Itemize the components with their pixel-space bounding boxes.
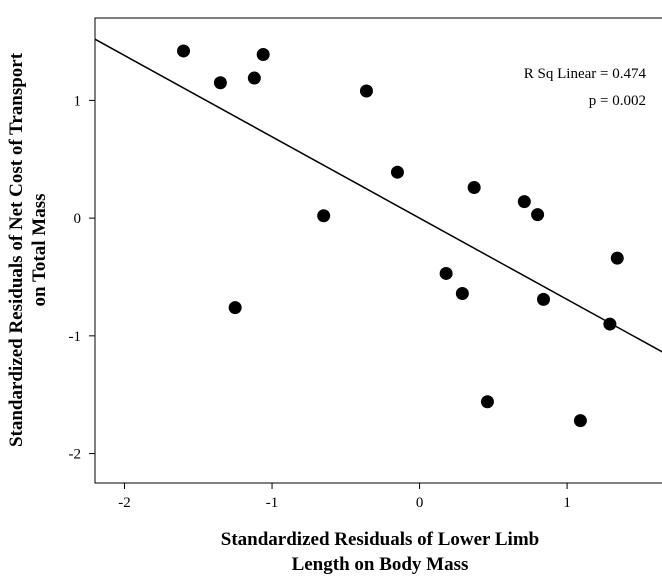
x-axis-ticks: -2 -1 0 1	[118, 483, 571, 511]
data-point	[467, 181, 481, 195]
y-axis-ticks: -2 -1 0 1	[69, 93, 95, 463]
data-point	[256, 47, 270, 61]
data-point	[439, 266, 453, 280]
y-axis-title-line-2: on Total Mass	[29, 194, 50, 307]
data-point	[177, 44, 191, 58]
y-tick-label: 0	[74, 211, 82, 227]
x-tick-label: -2	[118, 495, 131, 511]
y-tick-label: -1	[69, 329, 82, 345]
data-point	[359, 84, 373, 98]
data-point	[480, 395, 494, 409]
x-tick-label: 0	[416, 495, 424, 511]
y-tick-label: 1	[74, 93, 82, 109]
data-point	[455, 286, 469, 300]
x-axis-title-line-1: Standardized Residuals of Lower Limb	[221, 529, 539, 550]
y-axis-title-line-1: Standardized Residuals of Net Cost of Tr…	[6, 52, 27, 447]
data-point	[228, 301, 242, 315]
data-point	[531, 208, 545, 222]
data-point	[213, 76, 227, 90]
data-point	[317, 209, 331, 223]
data-point	[536, 292, 550, 306]
x-axis-title-line-2: Length on Body Mass	[292, 554, 469, 575]
annotation-p-value: p = 0.002	[589, 93, 646, 109]
data-point	[603, 317, 617, 331]
plot-frame	[94, 17, 662, 484]
x-tick-label: 1	[563, 495, 571, 511]
data-point	[573, 414, 587, 428]
data-point	[517, 195, 531, 209]
data-point	[610, 251, 624, 265]
annotation-r-squared: R Sq Linear = 0.474	[524, 66, 647, 82]
y-tick-label: -2	[69, 447, 82, 463]
x-tick-label: -1	[266, 495, 279, 511]
data-point	[390, 165, 404, 179]
data-point	[247, 71, 261, 85]
regression-line	[94, 38, 662, 353]
data-points	[177, 44, 624, 428]
